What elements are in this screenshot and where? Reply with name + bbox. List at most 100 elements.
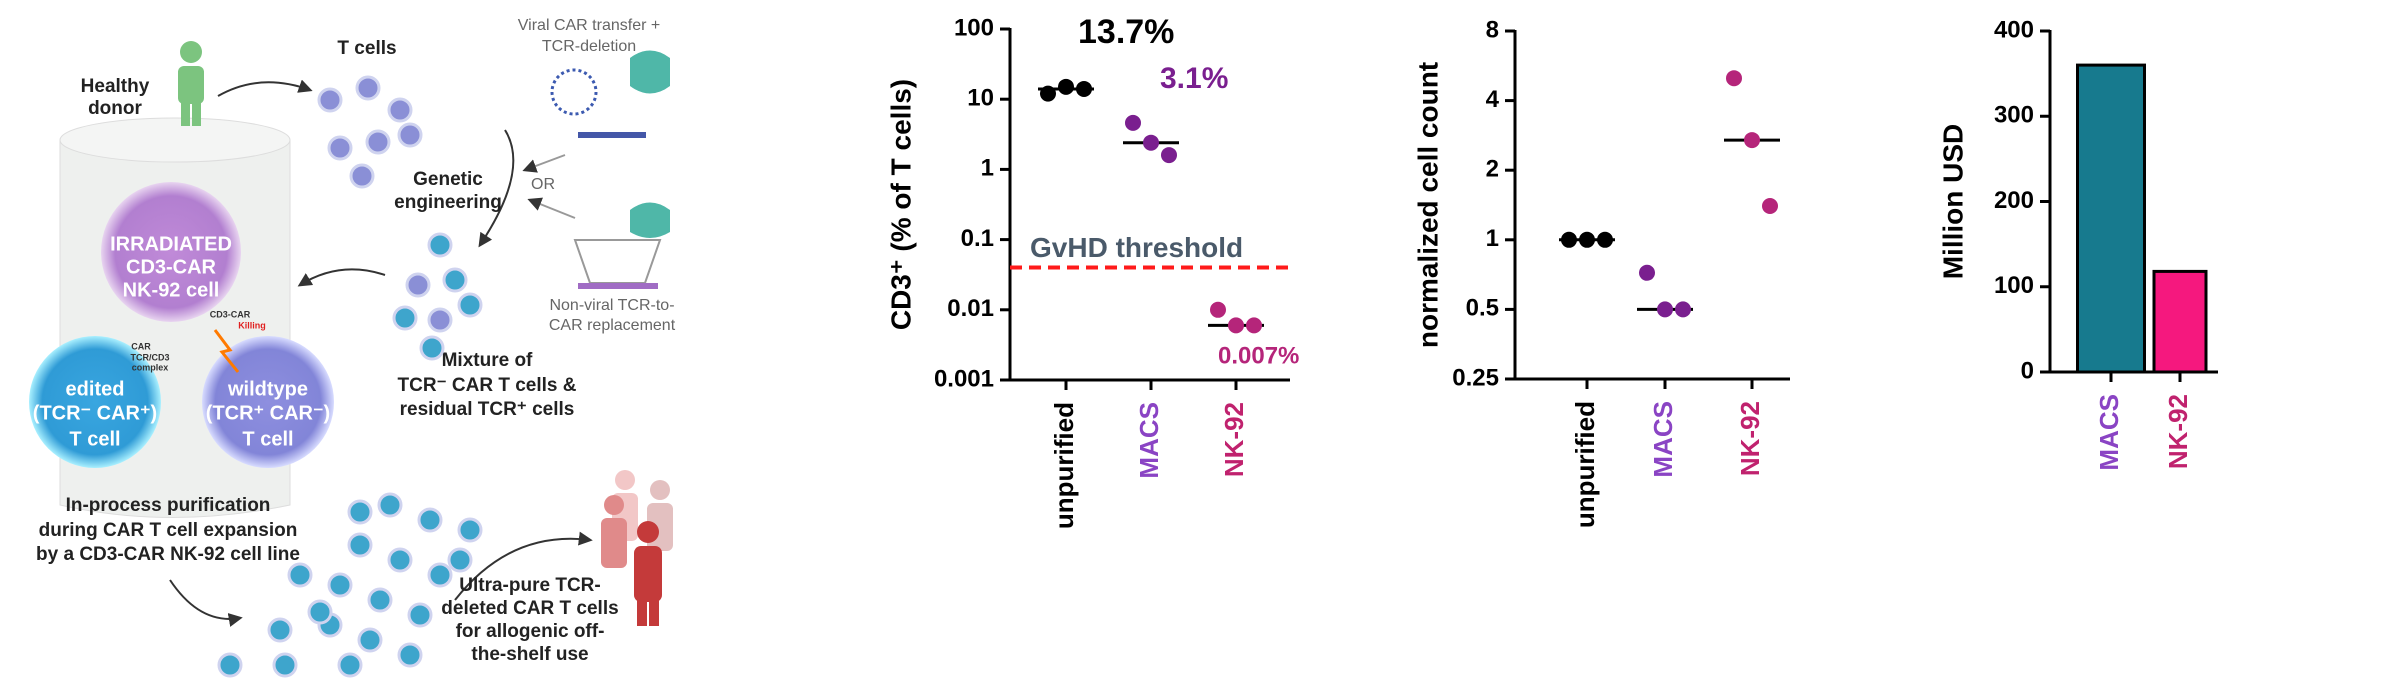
data-point [1657,301,1673,318]
virus-icon [550,68,598,116]
y-tick-label: 10 [967,85,994,112]
arrow [522,154,566,173]
plasmid-icon [630,50,670,94]
people-icon [601,470,673,626]
annotation: 0.007% [1218,342,1299,369]
cell-icon [387,97,413,123]
diagram-label: Viral CAR transfer + [518,17,660,34]
diagram-label: donor [88,98,142,119]
arrow [217,79,313,97]
cell-icon [457,517,483,543]
annotation: 13.7% [1078,13,1174,51]
threshold-label: GvHD threshold [1030,232,1243,263]
y-axis-label: CD3⁺ (% of T cells) [885,79,916,330]
cell-icon [417,507,443,533]
diagram-label: CD3-CAR [126,256,217,278]
diagram: Healthy donor T cells Viral CAR transfer… [29,17,676,678]
cell-icon [427,562,453,588]
y-tick-label: 2 [1486,156,1499,183]
y-tick-label: 0.01 [947,295,994,322]
data-point [1161,147,1177,164]
data-point [1597,231,1613,248]
y-tick-label: 200 [1994,187,2034,214]
data-point [1726,70,1742,87]
diagram-label: by a CD3-CAR NK-92 cell line [36,544,300,565]
data-point [1143,134,1159,151]
cell-icon [407,602,433,628]
diagram-label: CD3-CAR [210,309,251,319]
cell-icon [287,562,313,588]
cell-icon [272,652,298,678]
cell-icon [327,572,353,598]
diagram-label: Killing [238,320,266,330]
killing-bolt [213,329,240,373]
data-point [1561,231,1577,248]
y-tick-label: 0.25 [1452,364,1499,391]
bioreactor-top [59,117,291,163]
arrow [297,268,386,287]
diagram-label: engineering [394,192,502,213]
data-point [1762,198,1778,215]
diagram-label: TCR⁻ CAR T cells & [398,375,577,396]
cell-icon [457,292,483,318]
cell-icon [405,272,431,298]
diagram-label: In-process purification [66,495,271,516]
x-tick-label: NK-92 [1735,401,1765,476]
y-tick-label: 1 [981,155,994,182]
cell-icon [349,163,375,189]
x-tick-label: MACS [1648,401,1678,478]
y-tick-label: 0.1 [961,225,994,252]
cell-icon [442,267,468,293]
y-tick-label: 0.001 [934,365,994,392]
diagram-label: NK-92 cell [123,279,220,301]
x-tick-label: MACS [2094,394,2124,471]
cell-icon [217,652,243,678]
data-point [1246,317,1262,334]
diagram-label: Mixture of [442,350,533,371]
y-tick-label: 1 [1486,225,1499,252]
cell-icon [392,305,418,331]
data-point [1125,114,1141,131]
y-tick-label: 100 [954,14,994,41]
diagram-label: edited [66,378,125,400]
dna-icon [578,283,658,289]
diagram-label: OR [531,176,555,193]
cell-icon [355,75,381,101]
y-tick-label: 400 [1994,16,2034,43]
data-point [1639,264,1655,281]
y-tick-label: 4 [1486,86,1500,113]
data-point [1579,231,1595,248]
x-tick-label: unpurified [1570,401,1600,528]
diagram-label: (TCR⁺ CAR⁻) [206,402,330,424]
y-axis-label: Million USD [1937,124,1968,280]
y-tick-label: 300 [1994,102,2034,129]
y-tick-label: 0.5 [1466,295,1499,322]
data-point [1076,80,1092,97]
donor-icon [178,41,204,126]
diagram-label: Ultra-pure TCR- [459,575,600,596]
cell-icon [347,532,373,558]
y-tick-label: 0 [2021,357,2034,384]
diagram-label: wildtype [227,378,308,400]
diagram-label: Healthy [81,76,150,97]
cell-icon [387,547,413,573]
diagram-label: complex [132,362,169,372]
arrow [454,531,593,601]
diagram-label: TCR-deletion [542,38,636,55]
diagram-label: CAR [131,341,151,351]
y-axis-label: normalized cell count [1412,62,1443,348]
data-point [1675,301,1691,318]
cell-icon [307,599,333,625]
diagram-label: during CAR T cell expansion [39,520,298,541]
diagram-label: TCR/CD3 [130,352,169,362]
diagram-label: IRRADIATED [110,233,232,255]
diagram-label: T cell [242,428,293,450]
cell-icon [427,307,453,333]
cell-icon [377,492,403,518]
cell-icon [427,232,453,258]
dna-icon [573,239,662,284]
diagram-label: Non-viral TCR-to- [549,297,674,314]
data-point [1040,85,1056,102]
diagram-label: T cell [69,428,120,450]
